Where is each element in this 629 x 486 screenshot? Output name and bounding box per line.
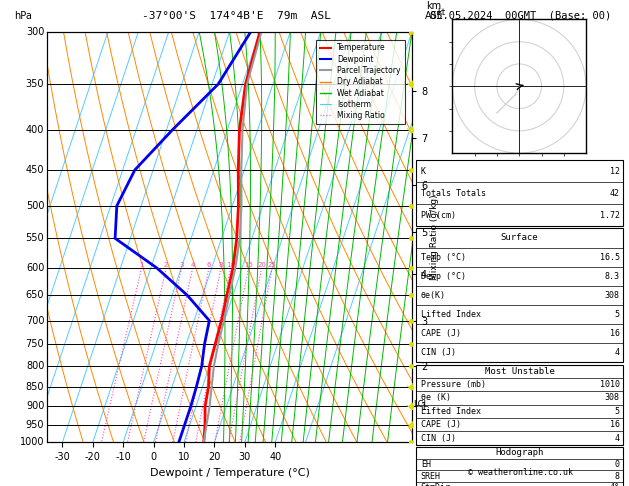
Text: 4°: 4°: [610, 484, 620, 486]
Text: Lifted Index: Lifted Index: [421, 407, 481, 416]
X-axis label: Dewpoint / Temperature (°C): Dewpoint / Temperature (°C): [150, 468, 309, 478]
Text: 750: 750: [26, 339, 44, 349]
Text: km
ASL: km ASL: [425, 0, 443, 21]
Text: 308: 308: [604, 393, 620, 402]
Text: Surface: Surface: [501, 233, 538, 243]
Text: Pressure (mb): Pressure (mb): [421, 380, 486, 389]
Text: 10: 10: [226, 262, 235, 268]
Text: 16: 16: [610, 420, 620, 429]
Text: Totals Totals: Totals Totals: [421, 189, 486, 198]
Text: 550: 550: [26, 233, 44, 243]
Text: Temp (°C): Temp (°C): [421, 253, 466, 261]
Text: PW (cm): PW (cm): [421, 210, 456, 220]
Text: Most Unstable: Most Unstable: [484, 366, 555, 376]
Text: kt: kt: [438, 8, 446, 17]
Text: 8.3: 8.3: [604, 272, 620, 280]
Text: © weatheronline.co.uk: © weatheronline.co.uk: [469, 468, 573, 477]
Text: 25: 25: [268, 262, 276, 268]
Text: K: K: [421, 167, 426, 176]
Text: 450: 450: [26, 165, 44, 175]
Text: EH: EH: [421, 460, 431, 469]
Text: θe(K): θe(K): [421, 291, 446, 300]
Text: -37°00'S  174°4B'E  79m  ASL: -37°00'S 174°4B'E 79m ASL: [142, 11, 331, 21]
Text: 15: 15: [244, 262, 253, 268]
Text: CIN (J): CIN (J): [421, 348, 456, 357]
Text: 5: 5: [615, 310, 620, 319]
Text: 8: 8: [219, 262, 223, 268]
Text: 3: 3: [179, 262, 184, 268]
Text: LCL: LCL: [413, 400, 428, 409]
Text: 20: 20: [257, 262, 266, 268]
Text: 16: 16: [610, 329, 620, 338]
Text: 1: 1: [139, 262, 144, 268]
Text: 1.72: 1.72: [599, 210, 620, 220]
Legend: Temperature, Dewpoint, Parcel Trajectory, Dry Adiabat, Wet Adiabat, Isotherm, Mi: Temperature, Dewpoint, Parcel Trajectory…: [316, 39, 404, 124]
Text: 700: 700: [26, 315, 44, 326]
Text: 6: 6: [207, 262, 211, 268]
Text: Lifted Index: Lifted Index: [421, 310, 481, 319]
Text: 4: 4: [615, 348, 620, 357]
Y-axis label: Mixing Ratio (g/kg): Mixing Ratio (g/kg): [430, 194, 439, 280]
Text: θe (K): θe (K): [421, 393, 451, 402]
Text: 8: 8: [615, 472, 620, 481]
Text: 300: 300: [26, 27, 44, 36]
Text: CAPE (J): CAPE (J): [421, 420, 461, 429]
Text: SREH: SREH: [421, 472, 441, 481]
Text: 16.5: 16.5: [599, 253, 620, 261]
Text: CIN (J): CIN (J): [421, 434, 456, 443]
Text: 800: 800: [26, 361, 44, 371]
Text: 900: 900: [26, 401, 44, 411]
Text: 05.05.2024  00GMT  (Base: 00): 05.05.2024 00GMT (Base: 00): [430, 11, 611, 21]
Text: 12: 12: [610, 167, 620, 176]
Text: 1000: 1000: [19, 437, 44, 447]
Text: 2: 2: [164, 262, 169, 268]
Text: 5: 5: [615, 407, 620, 416]
Text: 600: 600: [26, 263, 44, 273]
Text: 650: 650: [26, 290, 44, 300]
Text: 500: 500: [26, 201, 44, 211]
Text: 950: 950: [26, 420, 44, 430]
Text: Dewp (°C): Dewp (°C): [421, 272, 466, 280]
Text: 42: 42: [610, 189, 620, 198]
Text: 850: 850: [26, 382, 44, 392]
Text: 350: 350: [26, 79, 44, 89]
Text: StmDir: StmDir: [421, 484, 451, 486]
Text: 1010: 1010: [599, 380, 620, 389]
Text: 308: 308: [604, 291, 620, 300]
Text: 4: 4: [191, 262, 195, 268]
Text: 400: 400: [26, 125, 44, 135]
Text: Hodograph: Hodograph: [496, 449, 543, 457]
Text: CAPE (J): CAPE (J): [421, 329, 461, 338]
Text: 0: 0: [615, 460, 620, 469]
Text: hPa: hPa: [14, 11, 32, 21]
Text: 4: 4: [615, 434, 620, 443]
